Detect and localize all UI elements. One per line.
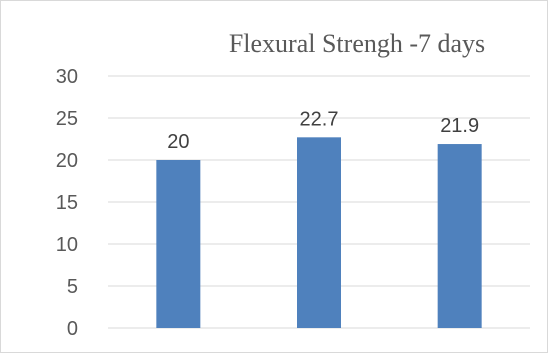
y-tick-label: 0 [67, 318, 78, 340]
y-tick-label: 20 [56, 150, 78, 172]
y-tick-label: 30 [56, 66, 78, 88]
bar-value-label: 22.7 [300, 108, 339, 130]
y-tick-label: 25 [56, 108, 78, 130]
bar [297, 137, 341, 328]
chart-title: Flexural Strengh -7 days [229, 29, 485, 58]
bar [437, 144, 482, 328]
bars [156, 137, 482, 328]
bar [156, 160, 201, 328]
data-labels: 20 22.7 21.9 [167, 108, 479, 153]
bar-value-label: 21.9 [440, 115, 479, 137]
bar-value-label: 20 [167, 131, 189, 153]
y-tick-label: 5 [67, 276, 78, 298]
y-tick-label: 15 [56, 192, 78, 214]
y-axis-labels: 0 5 10 15 20 25 30 [56, 66, 78, 340]
y-tick-label: 10 [56, 234, 78, 256]
